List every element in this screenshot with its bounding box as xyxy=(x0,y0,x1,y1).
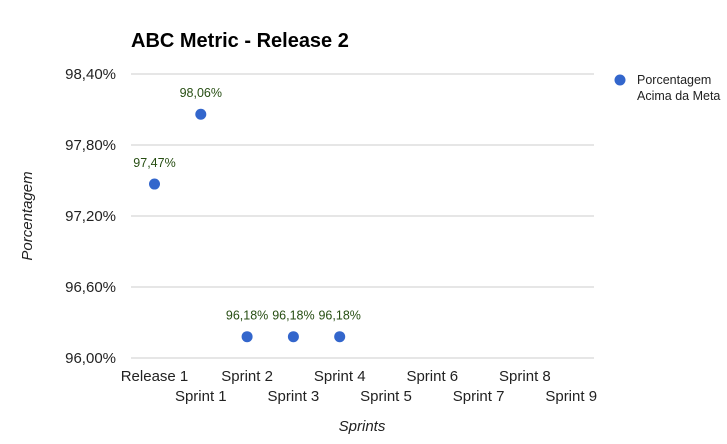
x-tick-label: Sprint 8 xyxy=(499,368,551,385)
x-tick-label: Sprint 5 xyxy=(360,388,412,405)
data-label: 96,18% xyxy=(226,309,268,323)
legend-marker xyxy=(614,74,626,86)
y-axis-ticks: 96,00% 96,60% 97,20% 97,80% 98,40% xyxy=(65,66,116,367)
data-label: 96,18% xyxy=(272,309,314,323)
y-axis-label: Porcentagem xyxy=(19,171,36,260)
data-label: 96,18% xyxy=(318,309,360,323)
x-tick-label: Sprint 4 xyxy=(314,368,366,385)
x-tick-label: Sprint 7 xyxy=(453,388,505,405)
x-axis-ticks: Release 1 Sprint 1 Sprint 2 Sprint 3 Sprint … xyxy=(121,368,597,405)
x-tick-label: Sprint 3 xyxy=(268,388,320,405)
data-labels: 97,47% 98,06% 96,18% 96,18% 96,18% xyxy=(133,86,361,322)
y-tick-label: 98,40% xyxy=(65,66,116,83)
y-tick-label: 97,20% xyxy=(65,208,116,225)
grid-lines xyxy=(131,73,594,359)
data-point[interactable] xyxy=(334,331,346,343)
data-point[interactable] xyxy=(195,108,207,120)
y-tick-label: 96,60% xyxy=(65,279,116,296)
x-axis-label: Sprints xyxy=(339,418,386,435)
x-tick-label: Sprint 1 xyxy=(175,388,227,405)
data-point[interactable] xyxy=(149,178,160,190)
legend[interactable]: Porcentagem Acima da Meta xyxy=(614,73,721,103)
data-label: 97,47% xyxy=(133,156,175,170)
legend-line-2: Acima da Meta xyxy=(637,89,720,103)
x-tick-label: Release 1 xyxy=(121,368,189,385)
data-points xyxy=(149,108,346,343)
x-tick-label: Sprint 6 xyxy=(406,368,458,385)
data-point[interactable] xyxy=(241,331,253,343)
x-tick-label: Sprint 2 xyxy=(221,368,273,385)
chart-title: ABC Metric - Release 2 xyxy=(131,30,349,52)
legend-line-1: Porcentagem xyxy=(637,73,711,87)
y-tick-label: 96,00% xyxy=(65,350,116,367)
data-label: 98,06% xyxy=(180,86,222,100)
data-point[interactable] xyxy=(287,331,299,343)
x-tick-label: Sprint 9 xyxy=(545,388,597,405)
y-tick-label: 97,80% xyxy=(65,137,116,154)
